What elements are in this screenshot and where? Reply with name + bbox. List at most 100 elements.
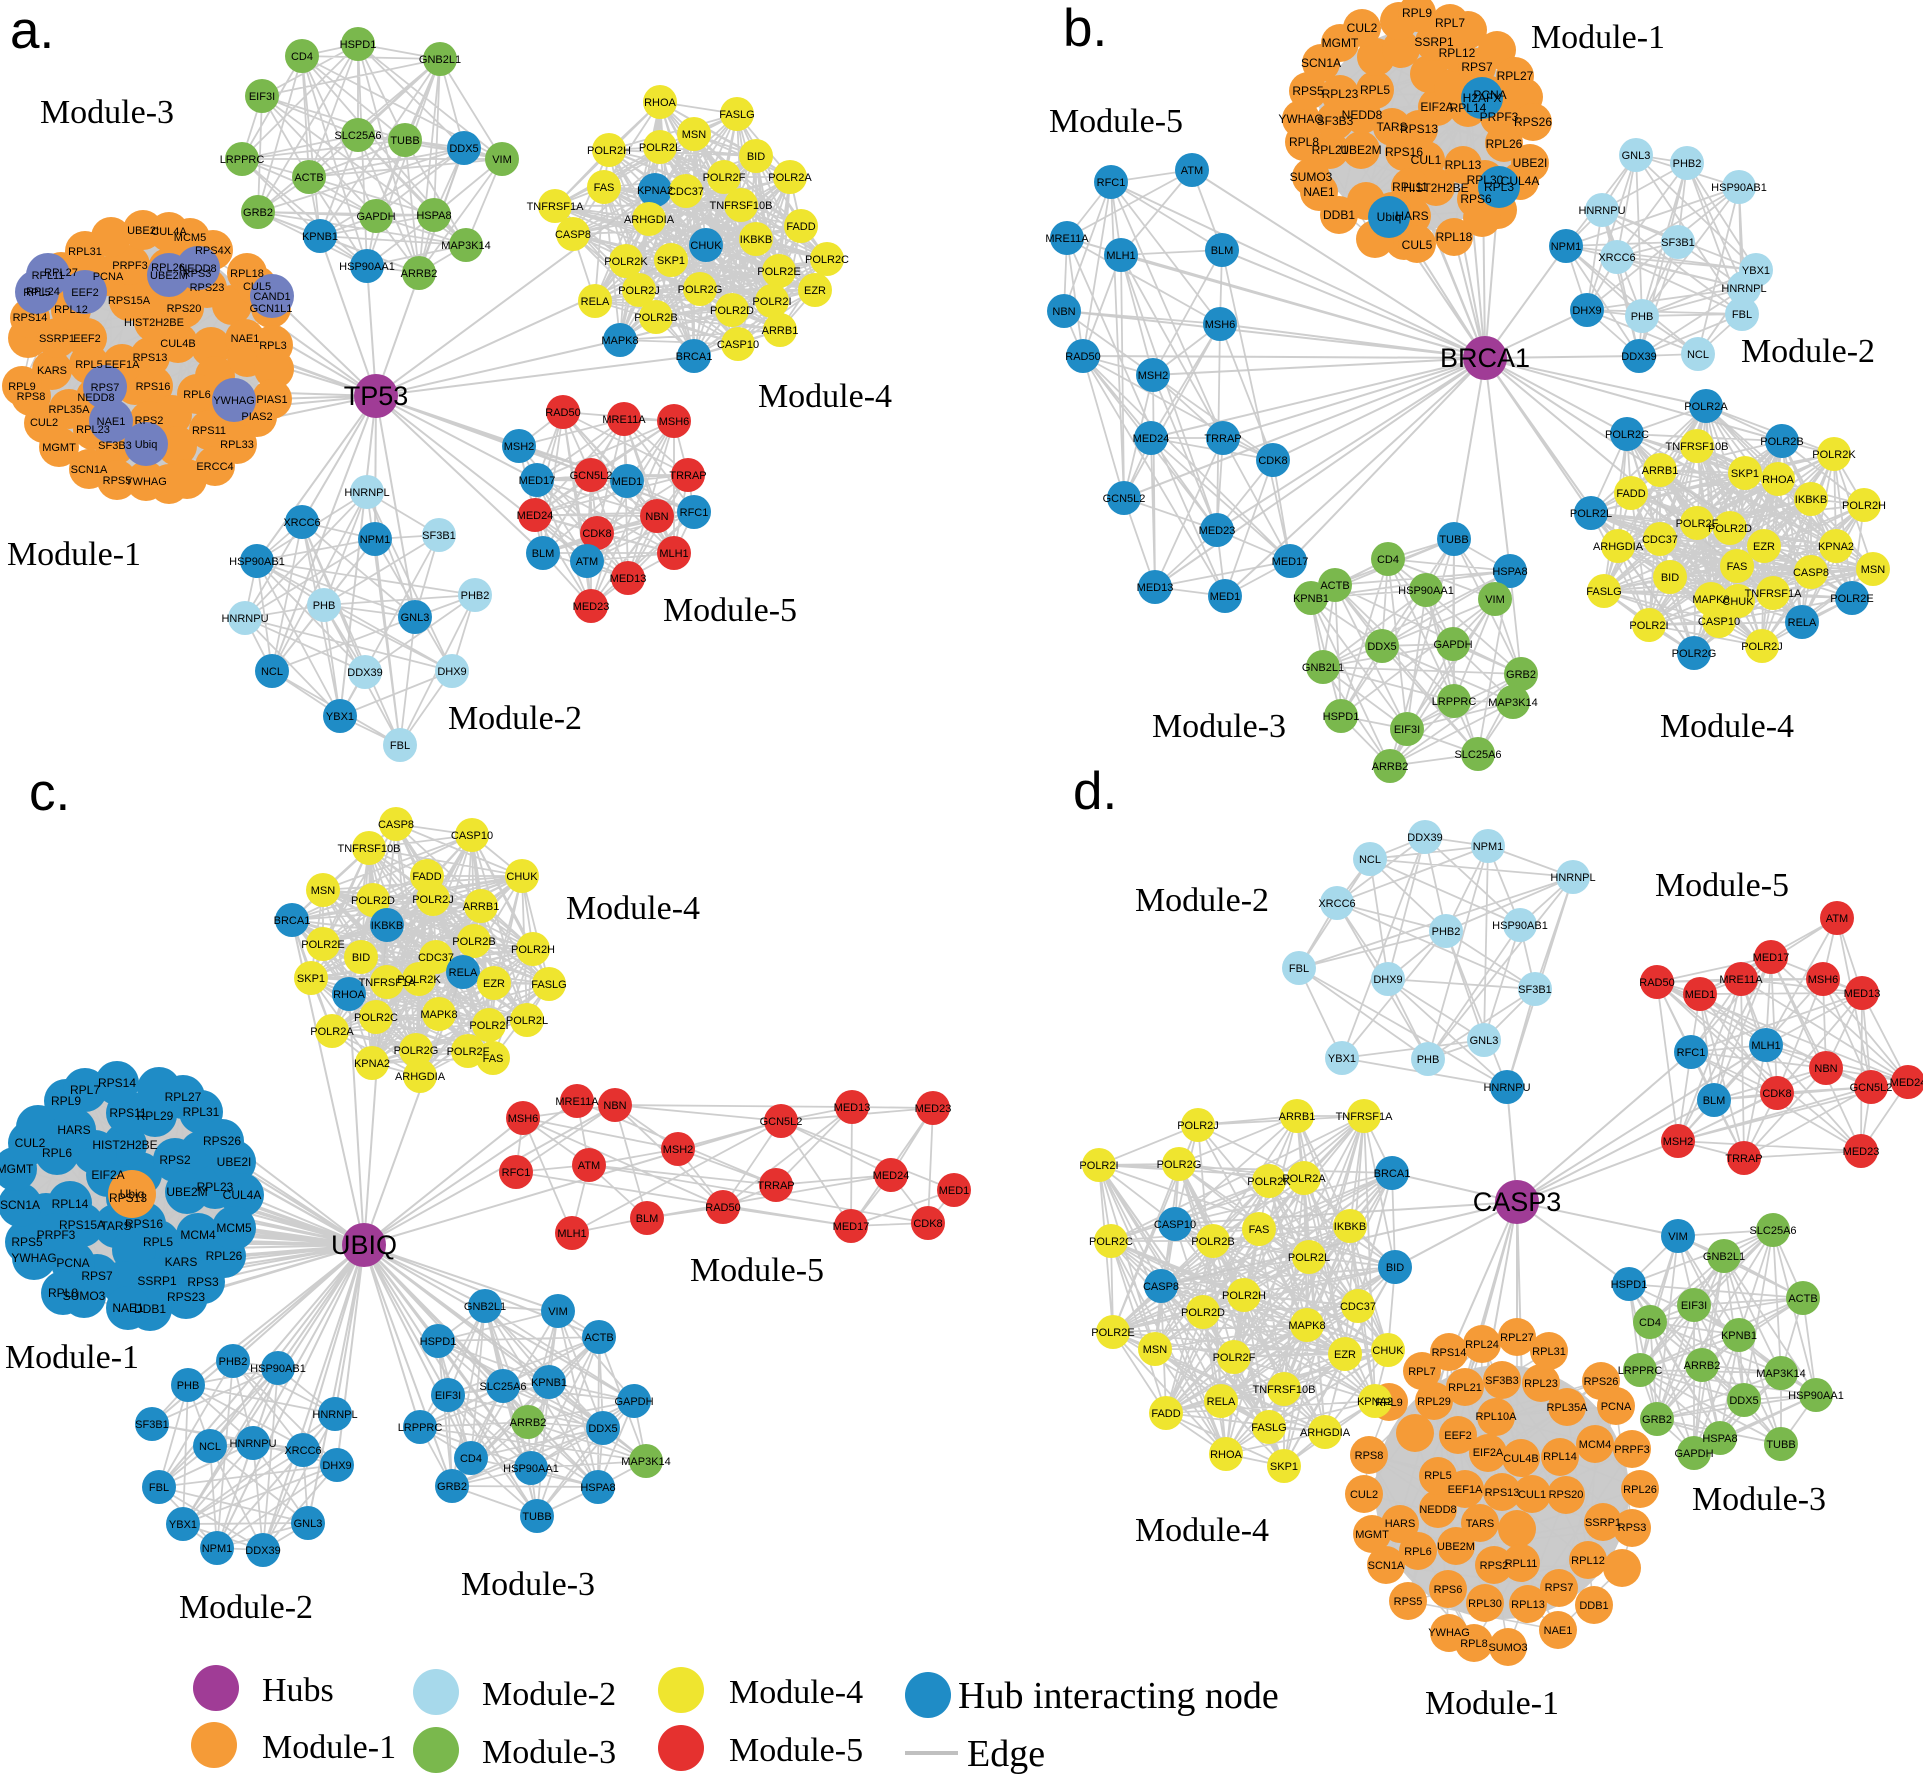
svg-text:Module-5: Module-5: [690, 1252, 824, 1289]
svg-text:RPL9: RPL9: [1375, 1397, 1403, 1409]
svg-text:MAP3K14: MAP3K14: [1756, 1368, 1806, 1380]
svg-text:RPS16: RPS16: [136, 381, 171, 393]
svg-text:MSH2: MSH2: [1138, 370, 1169, 382]
svg-text:MED13: MED13: [1137, 582, 1174, 594]
svg-text:PRPF3: PRPF3: [1480, 110, 1519, 124]
svg-text:CASP10: CASP10: [717, 339, 759, 351]
svg-text:Module-4: Module-4: [1660, 708, 1794, 745]
svg-text:TRRAP: TRRAP: [669, 470, 706, 482]
svg-text:NAE1: NAE1: [112, 1301, 144, 1315]
svg-text:Edge: Edge: [967, 1733, 1045, 1775]
svg-text:MED17: MED17: [519, 475, 556, 487]
svg-text:SF3B1: SF3B1: [1518, 984, 1552, 996]
svg-text:BLM: BLM: [532, 548, 555, 560]
svg-text:CASP10: CASP10: [1154, 1219, 1196, 1231]
svg-text:HIST2H2BE: HIST2H2BE: [124, 317, 184, 329]
svg-text:RPL10A: RPL10A: [1476, 1411, 1518, 1423]
svg-text:H2AFX: H2AFX: [1463, 91, 1502, 105]
svg-text:Module-1: Module-1: [1425, 1685, 1559, 1722]
svg-text:HSPA8: HSPA8: [1492, 566, 1527, 578]
svg-text:MSH2: MSH2: [1663, 1136, 1694, 1148]
svg-text:NEDD8: NEDD8: [1419, 1504, 1456, 1516]
svg-text:FBL: FBL: [1732, 309, 1752, 321]
svg-text:CUL5: CUL5: [1402, 238, 1433, 252]
svg-text:EIF2A: EIF2A: [91, 1168, 124, 1182]
svg-text:TARS: TARS: [1466, 1518, 1495, 1530]
svg-text:RPL6: RPL6: [183, 389, 211, 401]
svg-text:RPS2: RPS2: [159, 1153, 191, 1167]
svg-text:POLR2C: POLR2C: [805, 254, 849, 266]
svg-text:d.: d.: [1073, 762, 1117, 821]
svg-text:RPS15A: RPS15A: [108, 295, 151, 307]
svg-text:RAD50: RAD50: [1639, 977, 1674, 989]
svg-text:EZR: EZR: [1753, 541, 1775, 553]
svg-text:ATM: ATM: [1826, 913, 1848, 925]
svg-text:DDX39: DDX39: [245, 1545, 280, 1557]
svg-text:POLR2I: POLR2I: [469, 1020, 508, 1032]
svg-text:UBIQ: UBIQ: [331, 1230, 397, 1260]
svg-text:HSP90AB1: HSP90AB1: [250, 1363, 306, 1375]
svg-text:RPL18: RPL18: [1436, 230, 1473, 244]
svg-text:TARS: TARS: [100, 1219, 131, 1233]
svg-text:BRCA1: BRCA1: [676, 351, 713, 363]
svg-text:Module-5: Module-5: [663, 592, 797, 629]
svg-text:HSPA8: HSPA8: [416, 210, 451, 222]
svg-text:GRB2: GRB2: [1642, 1414, 1672, 1426]
svg-text:RELA: RELA: [581, 296, 610, 308]
svg-text:NAE1: NAE1: [1544, 1625, 1573, 1637]
svg-text:Module-3: Module-3: [461, 1566, 595, 1603]
svg-text:EIF2A: EIF2A: [1473, 1447, 1504, 1459]
svg-text:SLC25A6: SLC25A6: [1454, 749, 1501, 761]
svg-text:POLR2F: POLR2F: [447, 1046, 490, 1058]
svg-text:DHX9: DHX9: [437, 666, 466, 678]
svg-text:YBX1: YBX1: [326, 711, 354, 723]
svg-text:MLH1: MLH1: [557, 1228, 586, 1240]
svg-text:MSN: MSN: [682, 129, 707, 141]
svg-text:MED23: MED23: [1843, 1146, 1880, 1158]
svg-text:NCL: NCL: [1687, 349, 1709, 361]
svg-text:CASP8: CASP8: [1143, 1281, 1179, 1293]
svg-text:TNFRSF10B: TNFRSF10B: [1253, 1384, 1316, 1396]
svg-text:MAP3K14: MAP3K14: [621, 1456, 671, 1468]
svg-text:FADD: FADD: [412, 871, 441, 883]
svg-text:RPS8: RPS8: [17, 391, 46, 403]
svg-text:CUL4B: CUL4B: [1503, 1453, 1538, 1465]
svg-text:VIM: VIM: [1485, 594, 1505, 606]
svg-text:RPL14: RPL14: [1543, 1451, 1577, 1463]
svg-text:TP53: TP53: [344, 381, 409, 411]
svg-text:XRCC6: XRCC6: [1318, 898, 1355, 910]
svg-text:POLR2H: POLR2H: [587, 145, 631, 157]
svg-text:RPL5: RPL5: [143, 1235, 173, 1249]
svg-text:POLR2J: POLR2J: [412, 894, 454, 906]
svg-text:CASP10: CASP10: [451, 830, 493, 842]
svg-text:DDB1: DDB1: [1579, 1600, 1608, 1612]
svg-text:MED24: MED24: [517, 510, 554, 522]
svg-text:MED23: MED23: [1199, 525, 1236, 537]
svg-text:MSN: MSN: [1143, 1344, 1168, 1356]
svg-text:HNRNPU: HNRNPU: [229, 1438, 276, 1450]
svg-text:EIF2A: EIF2A: [1420, 100, 1453, 114]
svg-text:MED1: MED1: [1210, 591, 1241, 603]
svg-text:RHOA: RHOA: [1210, 1449, 1242, 1461]
svg-text:GCN5L2: GCN5L2: [1103, 493, 1146, 505]
svg-text:RPS7: RPS7: [1461, 60, 1493, 74]
svg-text:KPNB1: KPNB1: [302, 231, 338, 243]
svg-text:CUL2: CUL2: [30, 417, 58, 429]
svg-text:RPL5: RPL5: [1360, 83, 1390, 97]
svg-text:HNRNPL: HNRNPL: [1550, 872, 1595, 884]
svg-text:MSH6: MSH6: [508, 1113, 539, 1125]
svg-text:HSPD1: HSPD1: [340, 39, 377, 51]
svg-text:RPL27: RPL27: [1497, 69, 1534, 83]
svg-text:YBX1: YBX1: [169, 1519, 197, 1531]
svg-text:VIM: VIM: [492, 154, 512, 166]
svg-text:PCNA: PCNA: [56, 1256, 89, 1270]
svg-text:EEF1A: EEF1A: [1448, 1484, 1484, 1496]
svg-text:HNRNPL: HNRNPL: [1721, 283, 1766, 295]
svg-text:RPL24: RPL24: [1465, 1339, 1499, 1351]
svg-text:POLR2F: POLR2F: [1676, 518, 1719, 530]
svg-text:POLR2D: POLR2D: [351, 895, 395, 907]
svg-text:HARS: HARS: [1385, 1518, 1416, 1530]
svg-text:UBE2I: UBE2I: [217, 1155, 252, 1169]
svg-text:ATM: ATM: [576, 556, 598, 568]
svg-text:RPL12: RPL12: [1439, 46, 1476, 60]
